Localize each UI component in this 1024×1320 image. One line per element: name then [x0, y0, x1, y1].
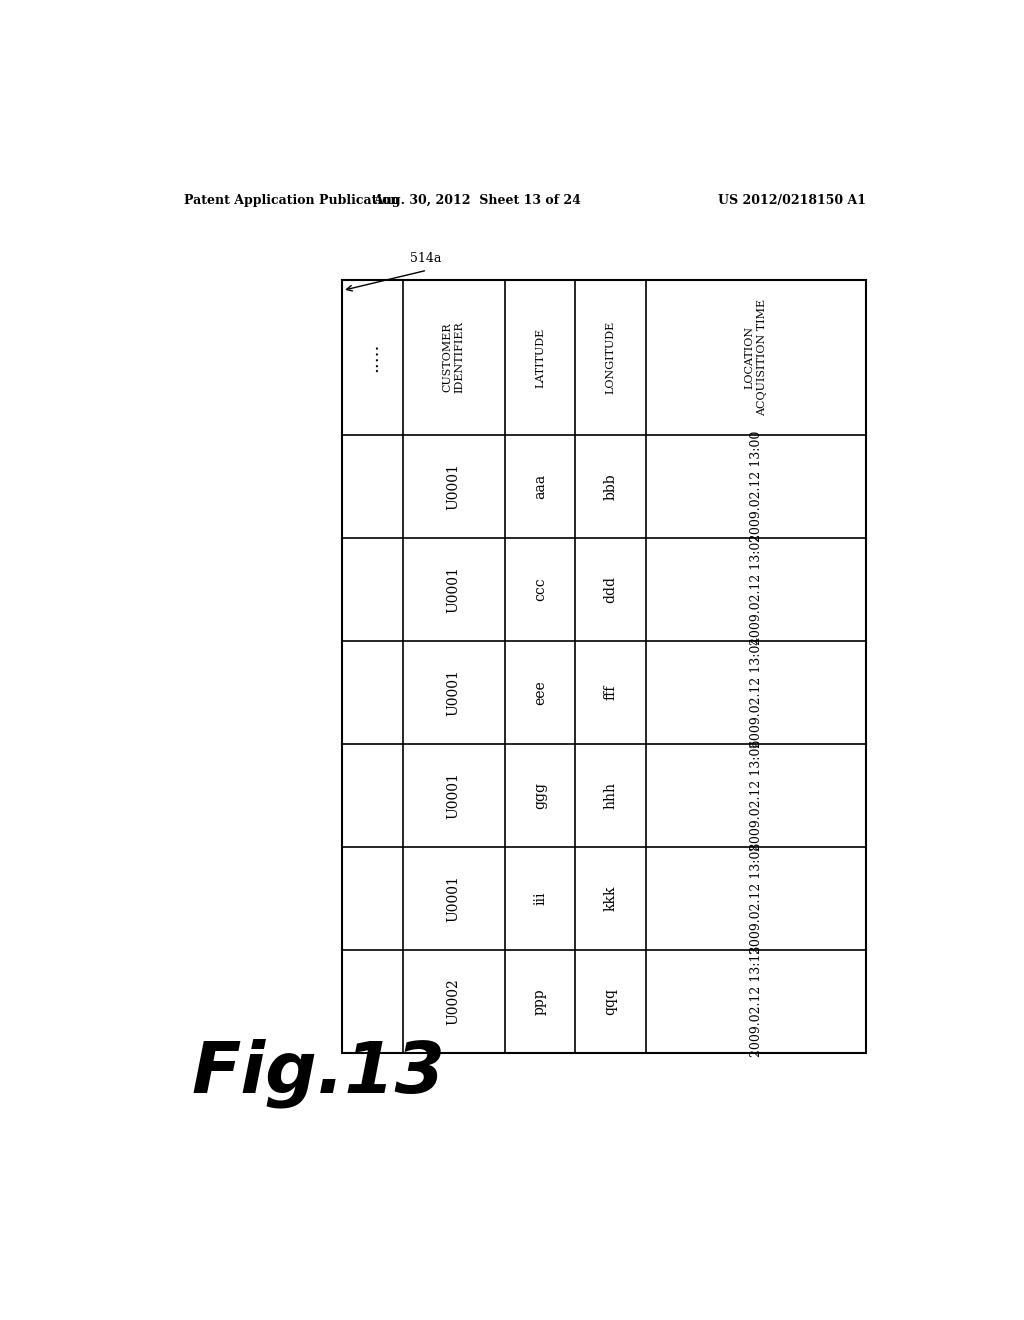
Text: qqq: qqq [604, 987, 617, 1015]
Text: U0001: U0001 [446, 875, 461, 921]
Text: ggg: ggg [534, 781, 547, 809]
Text: ppp: ppp [534, 989, 547, 1015]
Text: U0002: U0002 [446, 978, 461, 1024]
Text: 2009.02.12 13:13: 2009.02.12 13:13 [750, 945, 763, 1057]
Text: 2009.02.12 13:00: 2009.02.12 13:00 [750, 430, 763, 543]
Text: Patent Application Publication: Patent Application Publication [183, 194, 399, 207]
Text: 2009.02.12 13:02: 2009.02.12 13:02 [750, 533, 763, 645]
Text: .....: ..... [364, 343, 381, 372]
Text: US 2012/0218150 A1: US 2012/0218150 A1 [718, 194, 866, 207]
Text: ccc: ccc [534, 578, 547, 601]
Text: Aug. 30, 2012  Sheet 13 of 24: Aug. 30, 2012 Sheet 13 of 24 [373, 194, 582, 207]
Text: kkk: kkk [604, 886, 617, 911]
Text: 2009.02.12 13:06: 2009.02.12 13:06 [750, 739, 763, 851]
Text: 514a: 514a [410, 252, 441, 265]
Text: 2009.02.12 13:04: 2009.02.12 13:04 [750, 636, 763, 748]
Text: U0001: U0001 [446, 772, 461, 818]
Text: iii: iii [534, 891, 547, 906]
Text: fff: fff [604, 685, 617, 700]
Bar [342, 280, 866, 1053]
Text: CUSTOMER
IDENTIFIER: CUSTOMER IDENTIFIER [442, 322, 465, 393]
Text: aaa: aaa [534, 474, 547, 499]
Text: ddd: ddd [604, 576, 617, 603]
Text: U0001: U0001 [446, 669, 461, 715]
Text: 2009.02.12 13:08: 2009.02.12 13:08 [750, 842, 763, 954]
Text: Fig.13: Fig.13 [191, 1039, 445, 1107]
Text: hhh: hhh [604, 781, 617, 809]
Text: LOCATION
ACQUISITION TIME: LOCATION ACQUISITION TIME [744, 300, 767, 416]
Text: bbb: bbb [604, 473, 617, 500]
Text: U0001: U0001 [446, 463, 461, 510]
Text: U0001: U0001 [446, 566, 461, 612]
Text: eee: eee [534, 680, 547, 705]
Text: LATITUDE: LATITUDE [535, 327, 545, 388]
Text: LONGITUDE: LONGITUDE [606, 321, 615, 395]
